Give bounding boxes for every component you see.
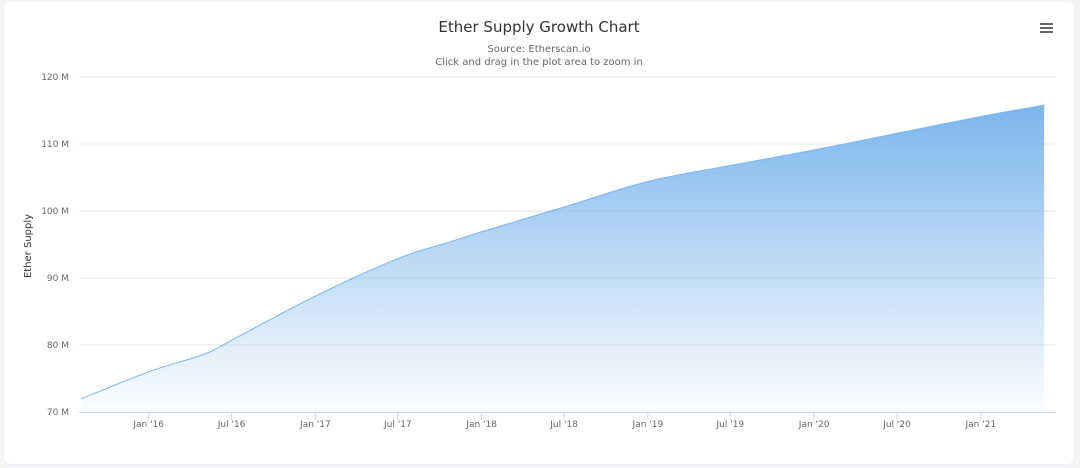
data-point <box>481 231 483 233</box>
y-tick-label: 70 M <box>47 408 69 418</box>
data-point <box>203 353 205 355</box>
series-line <box>81 104 1045 400</box>
data-point <box>81 398 83 400</box>
data-point <box>1043 104 1045 106</box>
x-tick-label: Jul '17 <box>383 420 412 430</box>
data-point <box>148 371 150 373</box>
data-point <box>896 132 898 134</box>
hamburger-menu-icon <box>1040 23 1053 33</box>
data-point <box>647 180 649 183</box>
y-tick-label: 80 M <box>47 341 69 351</box>
data-point <box>314 295 316 297</box>
data-point <box>980 115 982 118</box>
axes: 70 M 80 M 90 M 100 M 110 M 120 M Jan '16 Jul '1… <box>41 73 1056 430</box>
chart-subtitle: Source: Etherscan.io Click and drag in t… <box>4 43 1074 69</box>
data-point <box>445 242 447 244</box>
plot-area[interactable]: 70 M 80 M 90 M 100 M 110 M 120 M Jan '16 Jul '1… <box>4 2 1074 464</box>
x-tick-label: Jan '17 <box>299 420 331 430</box>
context-menu-button[interactable] <box>1038 20 1056 36</box>
y-tick-label: 110 M <box>41 140 69 150</box>
zoom-hint: Click and drag in the plot area to zoom … <box>435 57 643 68</box>
data-point <box>729 164 731 167</box>
x-tick-label: Jan '18 <box>465 420 497 430</box>
x-tick-label: Jul '19 <box>716 420 745 430</box>
data-point <box>397 257 399 260</box>
series-layer <box>81 104 1045 412</box>
data-point <box>813 149 815 151</box>
x-tick-label: Jan '16 <box>132 420 164 430</box>
x-tick-label: Jan '20 <box>798 420 830 430</box>
y-axis-title: Ether Supply <box>23 214 34 278</box>
x-tick-label: Jul '16 <box>217 420 246 430</box>
x-tick-label: Jul '18 <box>549 420 578 430</box>
x-tick-label: Jul '20 <box>882 420 911 430</box>
x-tick-label: Jan '19 <box>632 420 664 430</box>
y-tick-label: 90 M <box>47 274 69 284</box>
chart-title: Ether Supply Growth Chart <box>438 18 640 36</box>
x-tick-label: Jan '21 <box>965 420 997 430</box>
y-tick-label: 120 M <box>41 73 69 83</box>
data-point <box>563 206 565 208</box>
chart-container: Ether Supply Growth Chart Source: Ethers… <box>4 2 1074 464</box>
y-tick-label: 100 M <box>41 207 69 217</box>
series-area <box>81 105 1045 412</box>
chart-source: Source: Etherscan.io <box>487 44 591 55</box>
data-point <box>230 339 233 341</box>
